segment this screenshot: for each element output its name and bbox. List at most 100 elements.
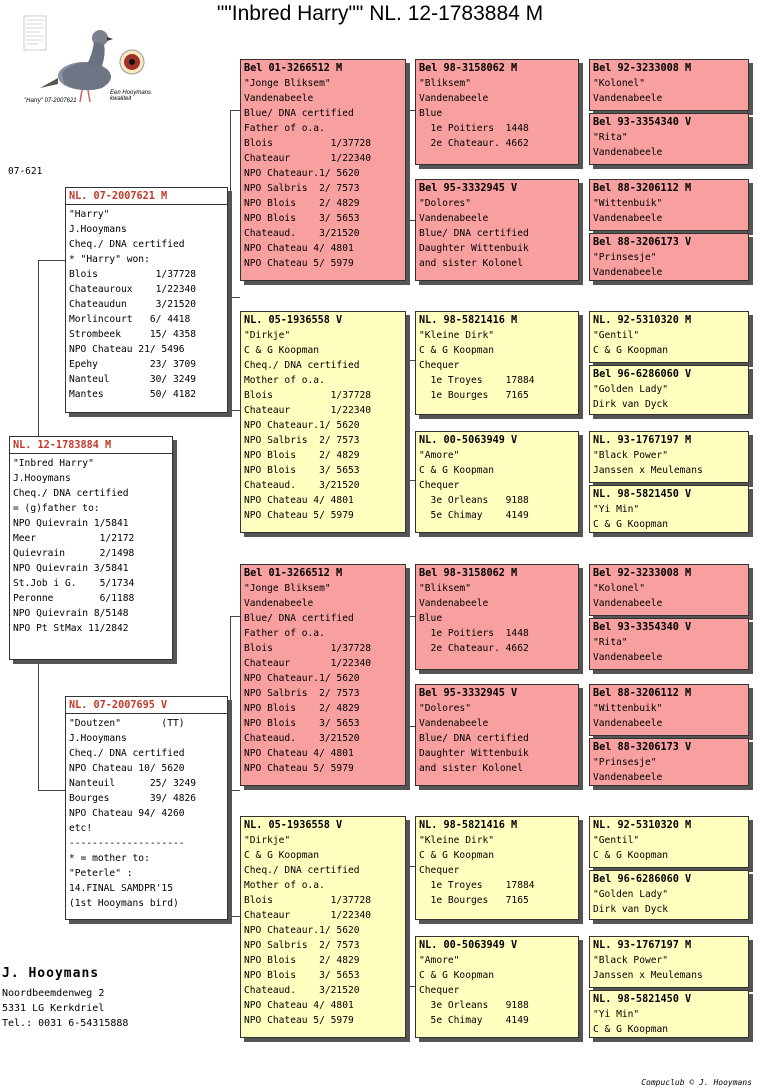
ring-number: NL. 93-1767197 M: [593, 435, 692, 446]
pedigree-line: NPO Blois 2/ 4829: [244, 955, 360, 966]
pedigree-line: "Yi Min": [593, 504, 640, 515]
ring-number: NL. 07-2007621 M: [66, 189, 227, 205]
pedigree-line: Chateaur 1/22340: [244, 153, 372, 164]
pedigree-line: NPO Chateau 5/ 5979: [244, 1015, 354, 1026]
pedigree-line: "Amore": [419, 955, 460, 966]
pedigree-line: and sister Kolonel: [419, 763, 523, 774]
ring-number: Bel 88-3206112 M: [593, 183, 692, 194]
pedigree-line: Chateaur 1/22340: [244, 405, 372, 416]
pedigree-line: "Gentil": [593, 835, 640, 846]
pedigree-line: 1e Poitiers 1448: [419, 628, 529, 639]
pedigree-line: NPO Quievrain 3/5841: [13, 563, 129, 574]
ring-number: NL. 98-5821416 M: [419, 315, 518, 326]
pedigree-line: NPO Chateaur.1/ 5620: [244, 168, 360, 179]
connector: [405, 726, 415, 727]
pedigree-line: "Dirkje": [244, 330, 291, 341]
logo-caption-left: "Harry" 07-2007621: [24, 98, 77, 104]
pedigree-line: St.Job i G. 5/1734: [13, 578, 135, 589]
pedigree-line: 2e Chateaur. 4662: [419, 138, 529, 149]
pedigree-line: Cheq./ DNA certified: [69, 239, 185, 250]
pedigree-line: * = mother to:: [69, 853, 150, 864]
pedigree-line: "Prinsesje": [593, 757, 657, 768]
pedigree-line: = (g)father to:: [13, 503, 100, 514]
connector: [405, 360, 415, 361]
connector: [405, 480, 415, 481]
pedigree-line: 5e Chimay 4149: [419, 1015, 529, 1026]
subject-card: NL. 12-1783884 M "Inbred Harry" J.Hooyma…: [9, 436, 173, 660]
pedigree-line: 1e Troyes 17884: [419, 880, 535, 891]
pedigree-line: NPO Salbris 2/ 7573: [244, 435, 360, 446]
ggp-card: Bel 95-3332945 V "Dolores" Vandenabeele …: [415, 179, 579, 281]
pedigree-line: NPO Chateaur.1/ 5620: [244, 420, 360, 431]
pedigree-line: NPO Chateau 5/ 5979: [244, 510, 354, 521]
pedigree-line: Mother of o.a.: [244, 375, 325, 386]
pedigree-line: Blois 1/37728: [244, 643, 372, 654]
ggp-card: NL. 00-5063949 V "Amore" C & G Koopman C…: [415, 431, 579, 533]
ggp-card: NL. 00-5063949 V "Amore" C & G Koopman C…: [415, 936, 579, 1038]
pedigree-line: NPO Blois 3/ 5653: [244, 465, 360, 476]
pedigree-line: Chateaur 1/22340: [244, 910, 372, 921]
pedigree-line: 5e Chimay 4149: [419, 510, 529, 521]
pedigree-line: Chateaud. 3/21520: [244, 480, 360, 491]
ring-number: Bel 92-3233008 M: [593, 63, 692, 74]
ggp-card: NL. 98-5821416 M "Kleine Dirk" C & G Koo…: [415, 311, 579, 415]
pedigree-line: Blois 1/37728: [244, 138, 372, 149]
pedigree-line: (1st Hooymans bird): [69, 898, 179, 909]
pedigree-line: NPO Blois 2/ 4829: [244, 198, 360, 209]
pedigree-line: Vandenabeele: [593, 147, 663, 158]
pedigree-line: J.Hooymans: [13, 473, 71, 484]
ring-number: Bel 96-6286060 V: [593, 369, 692, 380]
pedigree-line: Blue: [419, 108, 443, 119]
ring-number: NL. 98-5821450 V: [593, 489, 692, 500]
pedigree-line: Vandenabeele: [244, 598, 314, 609]
pedigree-line: "Wittenbuik": [593, 198, 663, 209]
connector: [38, 260, 66, 261]
ring-number: NL. 98-5821416 M: [419, 820, 518, 831]
gggp-card: Bel 96-6286060 V "Golden Lady" Dirk van …: [589, 870, 749, 920]
pedigree-line: NPO Chateau 4/ 4801: [244, 495, 354, 506]
pedigree-line: C & G Koopman: [244, 345, 320, 356]
pedigree-line: NPO Chateau 4/ 4801: [244, 748, 354, 759]
pedigree-line: NPO Blois 2/ 4829: [244, 703, 360, 714]
pedigree-line: Vandenabeele: [593, 772, 663, 783]
gggp-card: NL. 93-1767197 M "Black Power" Janssen x…: [589, 431, 749, 483]
sire-card: NL. 07-2007621 M "Harry" J.Hooymans Cheq…: [65, 187, 228, 413]
pedigree-line: "Harry": [69, 209, 110, 220]
gggp-card: Bel 88-3206112 M "Wittenbuik" Vandenabee…: [589, 684, 749, 736]
ring-number: Bel 98-3158062 M: [419, 63, 518, 74]
pedigree-line: C & G Koopman: [419, 850, 495, 861]
pedigree-line: NPO Chateau 94/ 4260: [69, 808, 185, 819]
ring-number: Bel 98-3158062 M: [419, 568, 518, 579]
pedigree-line: Nanteuil 25/ 3249: [69, 778, 197, 789]
connector: [38, 660, 39, 790]
connector: [230, 616, 231, 916]
pedigree-line: "Bliksem": [419, 78, 471, 89]
connector: [38, 790, 66, 791]
gggp-card: Bel 88-3206173 V "Prinsesje" Vandenabeel…: [589, 738, 749, 786]
pedigree-line: Nanteul 30/ 3249: [69, 374, 197, 385]
ring-number: NL. 00-5063949 V: [419, 940, 518, 951]
pedigree-line: Vandenabeele: [593, 598, 663, 609]
pedigree-line: Chequer: [419, 985, 460, 996]
logo-caption-right: Een Hooymans kwaliteit: [110, 90, 152, 102]
pedigree-line: Blue: [419, 613, 443, 624]
pedigree-line: Blue/ DNA certified: [244, 613, 354, 624]
pedigree-line: NPO Blois 2/ 4829: [244, 450, 360, 461]
pedigree-line: NPO Chateau 4/ 4801: [244, 243, 354, 254]
pedigree-line: J.Hooymans: [69, 733, 127, 744]
pedigree-line: NPO Blois 3/ 5653: [244, 970, 360, 981]
ggp-card: Bel 98-3158062 M "Bliksem" Vandenabeele …: [415, 564, 579, 670]
pedigree-line: Vandenabeele: [419, 93, 489, 104]
pedigree-line: and sister Kolonel: [419, 258, 523, 269]
pedigree-line: 1e Troyes 17884: [419, 375, 535, 386]
pedigree-line: Bourges 39/ 4826: [69, 793, 197, 804]
gggp-card: Bel 93-3354340 V "Rita" Vandenabeele: [589, 618, 749, 670]
connector: [405, 616, 415, 617]
ring-number: Bel 88-3206173 V: [593, 742, 692, 753]
ring-number: Bel 93-3354340 V: [593, 622, 692, 633]
pedigree-line: "Gentil": [593, 330, 640, 341]
connector: [38, 260, 39, 436]
gggp-card: NL. 98-5821450 V "Yi Min" C & G Koopman: [589, 485, 749, 533]
pedigree-line: Meer 1/2172: [13, 533, 135, 544]
pedigree-line: NPO Blois 3/ 5653: [244, 718, 360, 729]
